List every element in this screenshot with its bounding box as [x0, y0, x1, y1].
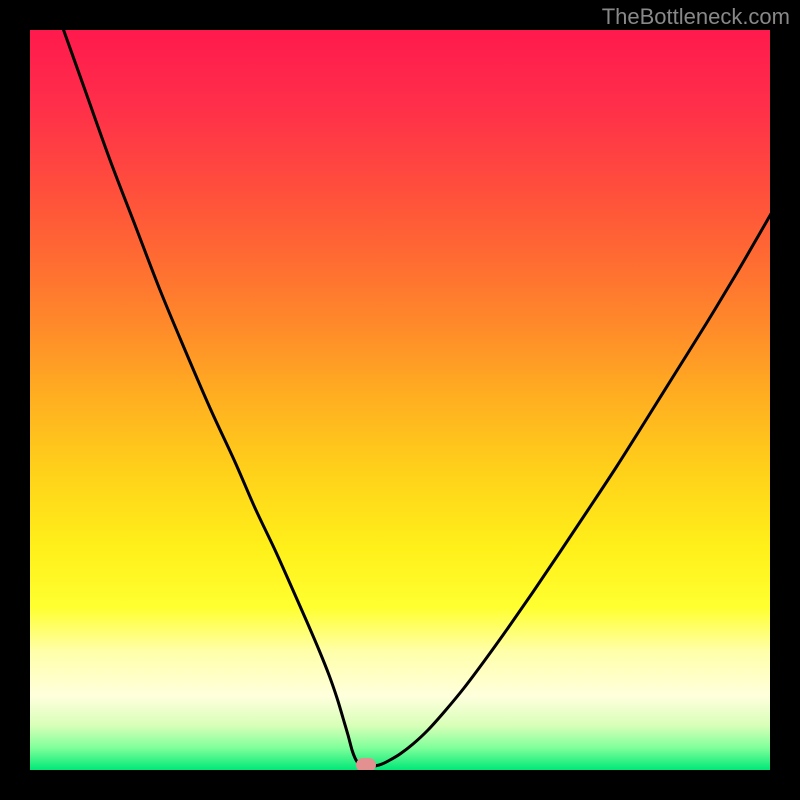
- watermark-text: TheBottleneck.com: [602, 4, 790, 30]
- plot-area: [30, 30, 770, 770]
- bottleneck-curve: [30, 30, 770, 770]
- optimal-marker: [356, 758, 376, 770]
